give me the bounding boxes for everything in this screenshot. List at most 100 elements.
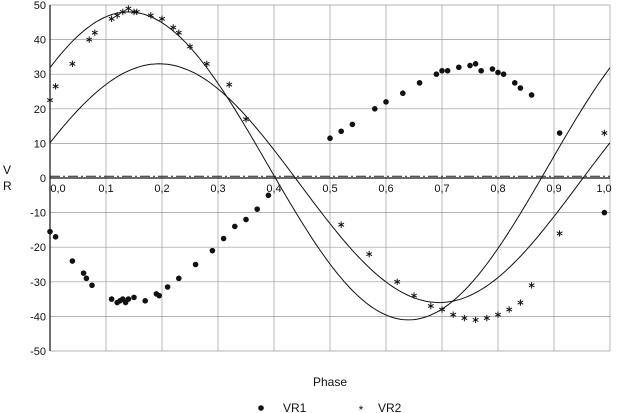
vr1-point <box>265 192 272 199</box>
y-axis-label-r: R <box>3 179 12 193</box>
x-tick-label: 0,9 <box>546 183 561 195</box>
y-tick-label: 50 <box>34 0 46 12</box>
legend-vr2-marker: * <box>359 403 364 413</box>
vr2-point <box>119 8 126 16</box>
vr1-point <box>209 247 216 254</box>
vr2-point <box>450 311 457 318</box>
chart-grid <box>49 4 611 352</box>
vr1-point <box>400 90 406 97</box>
y-tick-label: 10 <box>34 138 46 150</box>
vr2-point <box>170 24 177 31</box>
vr1-point <box>456 64 462 71</box>
x-tick-label: 0,5 <box>322 183 337 195</box>
vr1-point <box>383 99 389 105</box>
x-tick-label: 0,6 <box>378 183 393 195</box>
vr1-point <box>254 206 260 212</box>
vr1-point <box>108 296 115 302</box>
vr2-point <box>506 306 513 313</box>
vr2-point <box>125 5 132 12</box>
vr2-point <box>472 316 479 324</box>
vr1-point <box>338 128 345 135</box>
vr2-fit-curve <box>49 11 611 321</box>
vr2-point <box>226 81 233 88</box>
vr2-point <box>158 15 166 22</box>
y-tick-label: 20 <box>34 104 46 116</box>
legend: VR1 * VR2 <box>258 401 402 413</box>
vr2-point <box>52 83 59 90</box>
vr1-point <box>192 261 199 268</box>
vr1-point <box>500 71 507 77</box>
vr1-point <box>528 92 535 98</box>
vr1-point <box>489 66 496 72</box>
vr1-point <box>176 275 182 282</box>
vr2-point <box>517 299 524 306</box>
vr1-point <box>349 121 356 128</box>
vr1-point <box>156 292 162 299</box>
y-tick-label: -50 <box>30 346 46 358</box>
x-axis-label: Phase <box>313 375 347 389</box>
vr1-point <box>478 67 485 74</box>
vr1-point <box>69 258 76 264</box>
vr1-point <box>232 223 238 230</box>
y-tick-label: -30 <box>30 277 46 289</box>
legend-vr2-label: VR2 <box>378 401 402 413</box>
vr2-point <box>147 12 154 19</box>
legend-vr1-label: VR1 <box>283 401 307 413</box>
vr1-point <box>467 62 473 69</box>
vr1-point <box>517 85 524 91</box>
vr1-point <box>439 67 445 74</box>
x-tick-label: 0,8 <box>490 183 505 195</box>
vr1-point <box>416 80 423 86</box>
y-tick-label: 40 <box>34 35 46 47</box>
vr1-point <box>472 61 479 67</box>
vr1-point <box>125 296 132 302</box>
vr2-point <box>438 306 446 313</box>
x-axis-ticks: 0,0 0,1 0,2 0,3 0,4 0,5 0,6 0,7 0,8 0,9 1,0 <box>50 183 611 195</box>
vr2-point <box>366 250 373 258</box>
vr2-point <box>427 302 434 310</box>
y-tick-label: -10 <box>30 208 46 220</box>
x-tick-label: 0,3 <box>210 183 225 195</box>
x-tick-label: 0,4 <box>266 183 281 195</box>
vr1-point <box>433 71 440 77</box>
vr1-point <box>372 106 378 112</box>
vr2-point <box>461 314 468 322</box>
vr2-point <box>242 116 250 123</box>
y-tick-label: 0 <box>40 173 46 185</box>
vr2-point <box>108 15 115 22</box>
y-tick-label: -40 <box>30 311 46 323</box>
y-tick-label: 30 <box>34 69 46 81</box>
vr2-point <box>528 282 535 289</box>
x-tick-label: 0,7 <box>434 183 449 195</box>
vr1-point <box>80 270 87 276</box>
vr2-point <box>46 97 54 104</box>
vr1-point <box>556 130 563 136</box>
vr2-point <box>394 278 401 285</box>
vr2-point <box>86 36 93 43</box>
x-tick-label: 0,0 <box>50 183 65 195</box>
y-axis-ticks: 50 40 30 20 10 0 -10 -20 -30 -40 -50 <box>30 0 46 358</box>
vr1-fit-curve <box>49 63 611 304</box>
vr2-point <box>91 29 98 36</box>
x-tick-label: 0,2 <box>154 183 169 195</box>
vr2-point <box>494 311 502 318</box>
vr2-point <box>114 12 121 19</box>
y-tick-label: -20 <box>30 242 46 254</box>
vr1-point <box>47 228 53 235</box>
fit-curves <box>49 11 611 321</box>
x-tick-label: 0,1 <box>98 183 113 195</box>
vr1-point <box>444 67 451 74</box>
vr1-point <box>220 235 227 242</box>
vr1-point <box>164 284 171 290</box>
vr1-point <box>512 80 518 86</box>
vr2-point <box>483 314 490 322</box>
vr2-point <box>601 129 608 137</box>
vr2-point <box>69 60 76 67</box>
vr2-point <box>186 43 194 50</box>
vr1-point <box>327 135 333 142</box>
vr1-point <box>142 298 148 304</box>
vr2-point <box>175 29 182 36</box>
vr1-point <box>83 275 90 282</box>
vr1-point <box>52 234 59 240</box>
